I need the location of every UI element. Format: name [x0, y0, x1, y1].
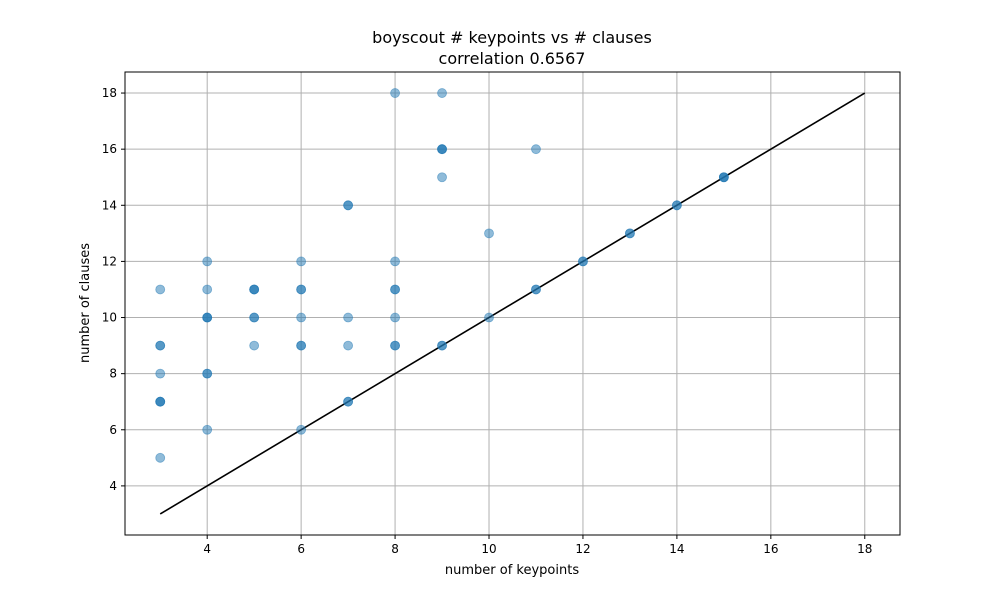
data-point — [343, 396, 354, 407]
x-tick-label: 6 — [297, 542, 305, 556]
data-point — [155, 396, 166, 407]
data-point — [202, 256, 213, 267]
data-point — [202, 368, 213, 379]
data-point — [625, 228, 635, 239]
data-point — [484, 312, 494, 323]
chart-title: boyscout # keypoints vs # clauses — [372, 28, 652, 47]
x-tick-label: 18 — [857, 542, 872, 556]
data-point — [531, 284, 541, 295]
reference-line — [159, 92, 866, 515]
data-point — [296, 312, 307, 323]
data-point — [202, 312, 213, 323]
data-point — [390, 312, 400, 323]
reference-line-layer — [159, 92, 866, 515]
data-point — [437, 172, 447, 183]
data-point — [390, 340, 400, 351]
data-point — [531, 144, 541, 155]
y-tick-label: 10 — [102, 311, 117, 325]
data-point — [249, 312, 260, 323]
data-point — [155, 284, 166, 295]
axis-ticks: 4 6 8 10 12 14 16 18 4 6 8 10 12 14 16 18 — [102, 86, 873, 556]
data-point — [155, 340, 166, 351]
y-tick-label: 6 — [109, 423, 117, 437]
x-tick-label: 10 — [481, 542, 496, 556]
data-point — [390, 256, 400, 267]
y-tick-label: 8 — [109, 367, 117, 381]
data-point — [437, 88, 447, 98]
data-point — [484, 228, 494, 239]
data-point — [155, 452, 166, 463]
scatter-points — [155, 88, 729, 463]
data-point — [390, 284, 400, 295]
data-point — [202, 284, 213, 295]
data-point — [296, 284, 307, 295]
data-point — [437, 340, 447, 351]
y-tick-label: 16 — [102, 142, 117, 156]
data-point — [578, 256, 588, 267]
x-tick-label: 14 — [669, 542, 684, 556]
data-point — [296, 256, 307, 267]
data-point — [343, 200, 354, 211]
data-point — [390, 88, 400, 98]
y-axis-label: number of clauses — [78, 243, 93, 363]
data-point — [671, 200, 682, 211]
data-point — [249, 340, 260, 351]
data-point — [437, 144, 447, 155]
data-point — [343, 312, 354, 323]
x-tick-label: 4 — [203, 542, 211, 556]
data-point — [249, 284, 260, 295]
data-point — [296, 424, 307, 435]
x-tick-label: 16 — [763, 542, 778, 556]
plot-frame — [124, 71, 901, 536]
data-point — [155, 368, 166, 379]
data-point — [718, 172, 729, 183]
data-point — [343, 340, 354, 351]
x-tick-label: 12 — [575, 542, 590, 556]
x-tick-label: 8 — [391, 542, 399, 556]
y-tick-label: 12 — [102, 254, 117, 268]
data-point — [296, 340, 307, 351]
x-axis-label: number of keypoints — [445, 563, 579, 578]
chart-subtitle: correlation 0.6567 — [439, 49, 586, 68]
data-point — [202, 424, 213, 435]
y-tick-label: 14 — [102, 198, 117, 212]
y-tick-label: 4 — [109, 479, 117, 493]
y-tick-label: 18 — [102, 86, 117, 100]
